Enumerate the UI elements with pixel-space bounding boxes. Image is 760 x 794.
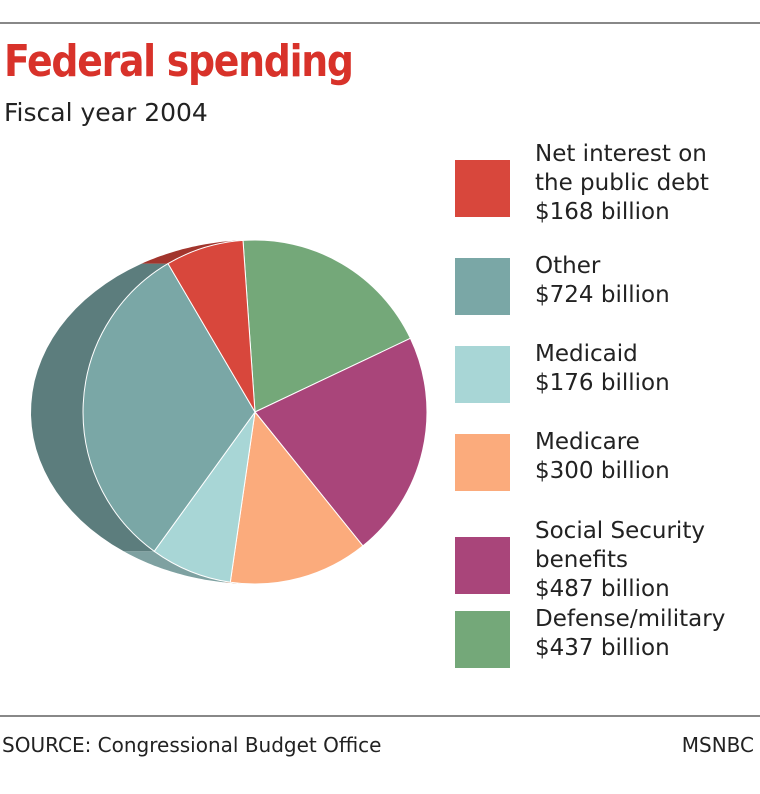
legend-label-line: Medicare	[535, 429, 640, 455]
pie-side-other	[31, 263, 168, 552]
pie-side-net-interest-on-the-public-debt	[141, 240, 243, 264]
legend-label-line: benefits	[535, 547, 628, 573]
chart-title: Federal spending	[4, 36, 354, 87]
credit: MSNBC	[681, 733, 754, 757]
top-rule	[0, 22, 760, 24]
legend-swatch	[455, 611, 510, 668]
legend-label-line: $176 billion	[535, 370, 670, 396]
pie-slice-social-security-benefits	[254, 337, 428, 547]
legend-label-line: Net interest on	[535, 141, 707, 167]
legend-label-line: $437 billion	[535, 635, 670, 661]
legend-swatch	[455, 160, 510, 217]
legend-label-line: Other	[535, 253, 601, 279]
pie-slice-other	[82, 262, 256, 552]
legend-swatch	[455, 537, 510, 594]
pie-side-medicaid	[123, 551, 231, 583]
chart-subtitle: Fiscal year 2004	[4, 98, 208, 127]
legend-label-line: Medicaid	[535, 341, 638, 367]
pie-chart	[31, 239, 428, 585]
legend-label-line: $724 billion	[535, 282, 670, 308]
pie-slice-defense-military	[242, 239, 412, 413]
pie-slice-net-interest-on-the-public-debt	[167, 239, 256, 413]
legend-label: Defense/military $437 billion	[535, 605, 760, 663]
legend-label: Other $724 billion	[535, 252, 760, 310]
pie-slice-medicare	[229, 410, 364, 585]
legend-swatch	[455, 434, 510, 491]
source-note: SOURCE: Congressional Budget Office	[2, 733, 382, 757]
legend-label-line: $300 billion	[535, 458, 670, 484]
legend-label-line: Defense/military	[535, 606, 726, 632]
legend-label-line: Social Security	[535, 518, 705, 544]
legend-label-line: $168 billion	[535, 199, 670, 225]
legend-label: Net interest on the public debt $168 billi…	[535, 140, 760, 227]
legend-label: Social Security benefits $487 billion	[535, 517, 760, 604]
legend-swatch	[455, 346, 510, 403]
legend-label: Medicare $300 billion	[535, 428, 760, 486]
legend-label: Medicaid $176 billion	[535, 340, 760, 398]
bottom-rule	[0, 715, 760, 717]
legend-label-line: $487 billion	[535, 576, 670, 602]
legend-swatch	[455, 258, 510, 315]
legend-label-line: the public debt	[535, 170, 709, 196]
